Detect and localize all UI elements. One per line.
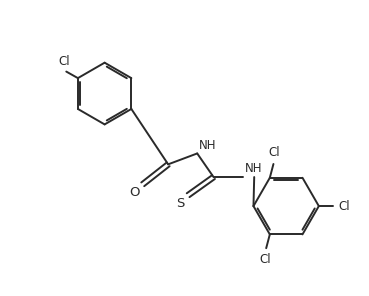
Text: Cl: Cl: [260, 253, 271, 266]
Text: NH: NH: [199, 139, 217, 152]
Text: Cl: Cl: [339, 200, 351, 213]
Text: Cl: Cl: [59, 55, 70, 68]
Text: NH: NH: [244, 162, 262, 175]
Text: O: O: [130, 186, 140, 199]
Text: Cl: Cl: [268, 146, 280, 159]
Text: S: S: [176, 197, 184, 210]
